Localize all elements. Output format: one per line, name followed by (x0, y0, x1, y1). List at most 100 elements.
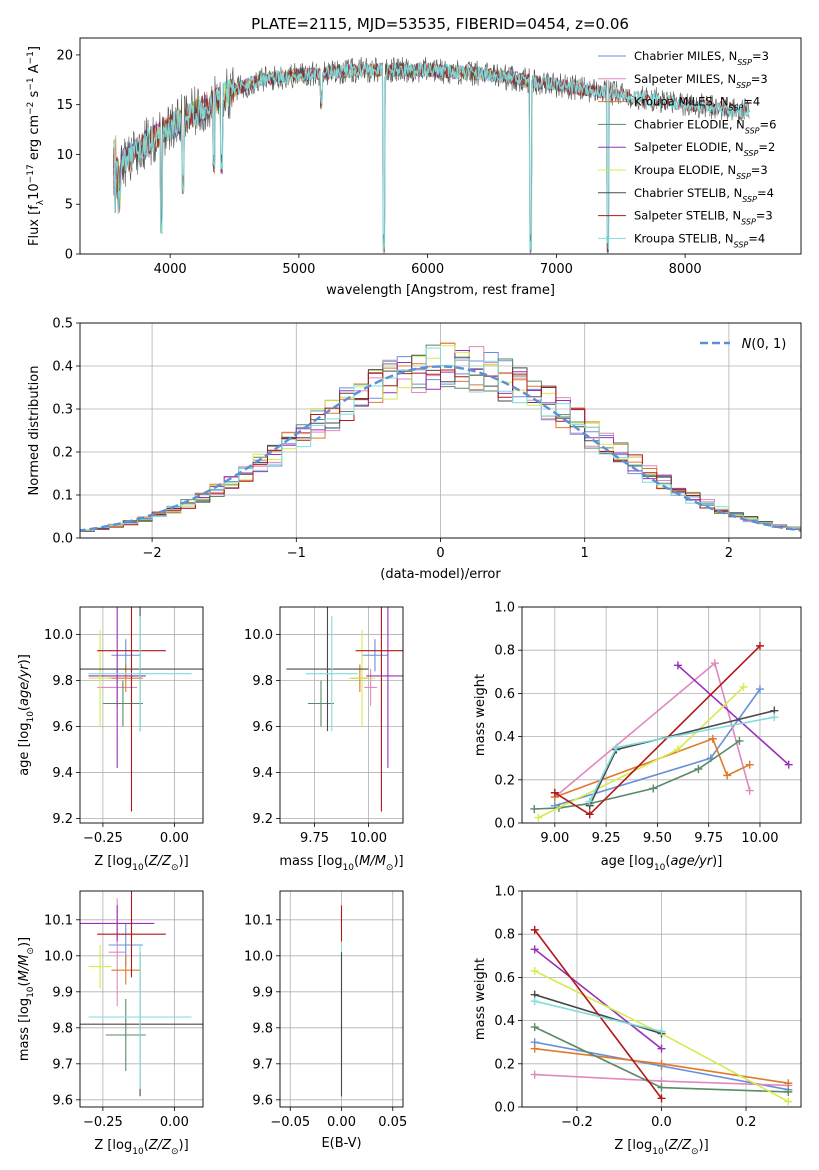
marker-kroupa_miles (745, 760, 754, 769)
marker-kroupa_stelib (612, 743, 621, 752)
x-tick-label: −2 (143, 546, 162, 561)
marker-chabrier_elodie (735, 736, 744, 745)
axis-label: Normed distribution (27, 366, 42, 496)
mass_age-axes: 9.75 10.00 9.2 9.4 9.6 9.8 10.0 (244, 607, 403, 846)
y-tick-label: 10.0 (244, 949, 273, 964)
y-tick-label: 0.0 (494, 1101, 515, 1116)
x-tick-label: 0.00 (160, 831, 189, 846)
residuals-frame (79, 322, 802, 539)
series-chabrier_stelib (113, 56, 750, 253)
z_weight-series (530, 925, 793, 1106)
y-tick-label: 9.8 (52, 674, 73, 689)
x-tick-label: 0.0 (651, 1115, 672, 1130)
series-salpeter_elodie (677, 664, 790, 766)
x-tick-label: 10.00 (350, 831, 387, 846)
series-salpeter_stelib (534, 929, 663, 1099)
marker-kroupa_stelib (770, 713, 779, 722)
x-tick-label: 8000 (669, 262, 702, 277)
axis-label: N(0, 1) (742, 337, 787, 352)
hist-kroupa_stelib (80, 347, 801, 533)
age_weight-axes: 9.00 9.25 9.50 9.75 10.00 0.0 0.2 0.4 0.6 0.8 1.0 (494, 601, 801, 846)
z_age-frame (79, 606, 204, 824)
series-kroupa_stelib (112, 60, 750, 251)
x-tick-label: 9.75 (694, 831, 723, 846)
residuals-axes: −2 −1 0 1 2 0.0 0.1 0.2 0.3 0.4 0.5 (52, 317, 801, 561)
y-tick-label: 9.4 (52, 766, 73, 781)
figure-title: PLATE=2115, MJD=53535, FIBERID=0454, z=0… (251, 15, 629, 33)
marker-salpeter_elodie (530, 945, 539, 954)
legend-label: Kroupa MILES, NSSP=4 (634, 95, 760, 113)
x-tick-label: 0.2 (736, 1115, 757, 1130)
marker-chabrier_elodie (694, 765, 703, 773)
gaussian-curve (80, 365, 801, 532)
y-tick-label: 9.8 (52, 1021, 73, 1036)
y-tick-label: 0.1 (52, 489, 73, 504)
axis-label: Z [log10(Z/Z⊙)] (614, 1138, 708, 1157)
marker-salpeter_elodie (657, 1044, 666, 1053)
series-chabrier_elodie (534, 740, 740, 810)
x-tick-label: −0.25 (83, 831, 123, 846)
residual-hist (80, 342, 801, 534)
y-tick-label: 9.2 (52, 812, 73, 827)
axis-label: mass weight (473, 958, 488, 1040)
x-tick-label: 0 (436, 546, 444, 561)
legend-label: Salpeter STELIB, NSSP=3 (634, 209, 773, 227)
legend-label: Chabrier ELODIE, NSSP=6 (634, 117, 776, 135)
axis-label: mass [log10(M/M⊙)] (279, 854, 403, 873)
marker-salpeter_stelib (585, 810, 594, 819)
marker-kroupa_miles (708, 734, 717, 743)
marker-kroupa_elodie (534, 813, 543, 822)
y-tick-label: 0.6 (494, 687, 515, 702)
x-tick-label: 9.75 (300, 831, 329, 846)
z_mass-axes: −0.25 0.00 9.6 9.7 9.8 9.9 10.0 10.1 (44, 891, 203, 1130)
z_weight-axes: −0.2 0.0 0.2 0.0 0.2 0.4 0.6 0.8 1.0 (494, 885, 801, 1130)
y-tick-label: 5 (65, 198, 73, 213)
y-tick-label: 20 (56, 48, 73, 63)
x-tick-label: 4000 (154, 262, 187, 277)
age_weight-frame (521, 606, 802, 824)
y-tick-label: 1.0 (494, 885, 515, 900)
y-tick-label: 0.8 (494, 928, 515, 943)
z_weight-frame (521, 890, 802, 1108)
y-tick-label: 0.0 (52, 532, 73, 547)
spectrum-lines (112, 56, 750, 254)
marker-salpeter_miles (530, 1070, 539, 1079)
x-tick-label: 0.00 (327, 1115, 356, 1130)
ebv_mass-frame (279, 890, 404, 1108)
axis-label: mass weight (473, 674, 488, 756)
z_mass-points (80, 891, 203, 1097)
axis-label: age [log10(age/yr)] (17, 654, 36, 776)
spectrum-axes: 4000 5000 6000 7000 8000 0 5 10 15 20 (56, 48, 701, 277)
y-tick-label: 0.6 (494, 971, 515, 986)
x-tick-label: 0.00 (160, 1115, 189, 1130)
x-tick-label: 9.25 (592, 831, 621, 846)
legend-label: Salpeter ELODIE, NSSP=2 (634, 140, 775, 158)
marker-salpeter_miles (745, 786, 754, 795)
y-tick-label: 10.0 (244, 628, 273, 643)
z_age-points (80, 607, 203, 812)
marker-chabrier_elodie (657, 1083, 666, 1092)
y-tick-label: 9.6 (252, 720, 273, 735)
axis-label: Flux [fλ10−17 erg cm−2 s−1 A−1] (26, 46, 46, 246)
y-tick-label: 15 (56, 98, 73, 113)
marker-kroupa_elodie (673, 745, 682, 754)
marker-kroupa_elodie (530, 966, 539, 975)
marker-kroupa_stelib (585, 797, 594, 806)
marker-chabrier_elodie (649, 784, 658, 793)
x-tick-label: −0.05 (270, 1115, 310, 1130)
legend-label: Kroupa ELODIE, NSSP=3 (634, 163, 768, 181)
mass_age-points (286, 607, 403, 812)
legend-label: Kroupa STELIB, NSSP=4 (634, 231, 765, 249)
y-tick-label: 0.5 (52, 317, 73, 332)
spectrum-legend: Chabrier MILES, NSSP=3 Salpeter MILES, NS… (598, 49, 776, 249)
y-tick-label: 9.4 (252, 766, 273, 781)
y-tick-label: 9.8 (252, 1021, 273, 1036)
axis-label: mass [log10(M/M⊙)] (17, 937, 36, 1061)
x-tick-label: −0.2 (561, 1115, 593, 1130)
y-tick-label: 0.2 (494, 1057, 515, 1072)
y-tick-label: 9.6 (252, 1093, 273, 1108)
axis-label: (data-model)/error (380, 567, 501, 582)
marker-chabrier_miles (755, 685, 764, 694)
y-tick-label: 0.4 (494, 730, 515, 745)
